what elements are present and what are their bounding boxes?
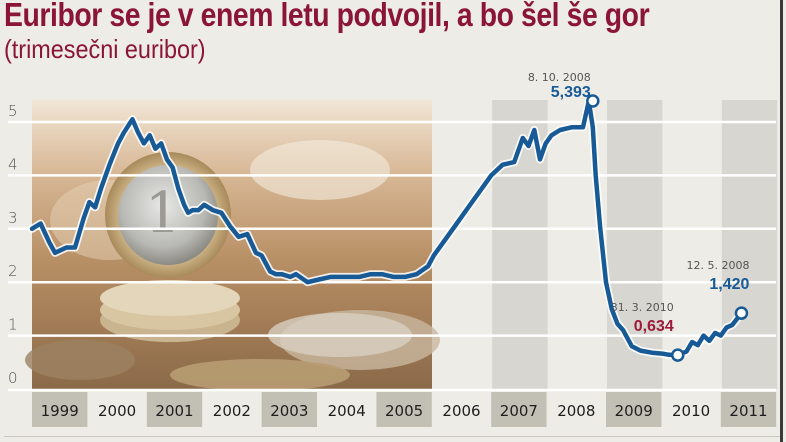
coins-photo: 1: [25, 100, 440, 391]
chart-subtitle: (trimesečni euribor): [4, 34, 206, 64]
euribor-line: [29, 98, 744, 358]
x-tick-label-2006: 2006: [442, 402, 480, 420]
x-tick-label-2007: 2007: [500, 402, 538, 420]
annotation-date: 31. 3. 2010: [611, 301, 674, 314]
x-tick-label-2005: 2005: [385, 402, 423, 420]
x-label-band: [720, 392, 777, 427]
x-tick-label-1999: 1999: [41, 402, 79, 420]
x-label-band: [261, 392, 317, 427]
annotation-value: 5,393: [551, 84, 591, 101]
year-bands: [492, 100, 778, 389]
x-label-band: [376, 392, 432, 427]
x-tick-label-2011: 2011: [729, 402, 767, 420]
y-tick-label: 5: [8, 102, 18, 120]
x-tick-label-2009: 2009: [615, 402, 653, 420]
x-tick-label-2000: 2000: [98, 402, 136, 420]
x-label-band: [146, 392, 203, 427]
x-label-band: [491, 392, 547, 427]
data-point-marker: [734, 306, 749, 320]
frame-bottom-border: [4, 436, 780, 437]
y-tick-label: 1: [8, 316, 18, 334]
annotation-date: 8. 10. 2008: [528, 71, 591, 84]
y-axis: 0 1 2 3 4 5: [8, 102, 18, 387]
annotation-1: 31. 3. 2010 0,634: [611, 301, 685, 362]
x-tick-label-2004: 2004: [328, 402, 366, 420]
y-tick-label: 3: [8, 209, 18, 227]
annotation-date: 12. 5. 2008: [686, 259, 749, 272]
annotation-2: 12. 5. 2008 1,420: [686, 259, 750, 320]
annotation-value: 1,420: [709, 276, 749, 293]
x-tick-label-2001: 2001: [155, 402, 193, 420]
chart-title: Euribor se je v enem letu podvojil, a bo…: [4, 0, 650, 33]
svg-text:1: 1: [145, 181, 181, 246]
x-label-band: [32, 392, 88, 427]
y-tick-label: 0: [8, 369, 18, 387]
x-tick-label-2002: 2002: [213, 402, 251, 420]
x-tick-label-2010: 2010: [672, 402, 710, 420]
year-band-2009: [607, 100, 663, 389]
annotation-value: 0,634: [634, 318, 674, 335]
x-label-band: [606, 392, 662, 427]
data-point-marker: [586, 94, 600, 108]
data-point-marker: [671, 348, 685, 362]
year-band-2011: [721, 100, 778, 389]
y-tick-label: 4: [8, 155, 18, 173]
x-tick-label-2003: 2003: [270, 402, 308, 420]
x-axis: 1999 2000 2001 2002 2003 2004 2005 2006 2007 2008…: [32, 392, 777, 427]
frame-right-border: [780, 0, 783, 442]
y-tick-label: 2: [8, 262, 18, 280]
plot-area: 1 1999 2000 2001 2002 2003 2004 2005 2006 2007 20…: [8, 71, 778, 427]
x-tick-label-2008: 2008: [557, 402, 595, 420]
